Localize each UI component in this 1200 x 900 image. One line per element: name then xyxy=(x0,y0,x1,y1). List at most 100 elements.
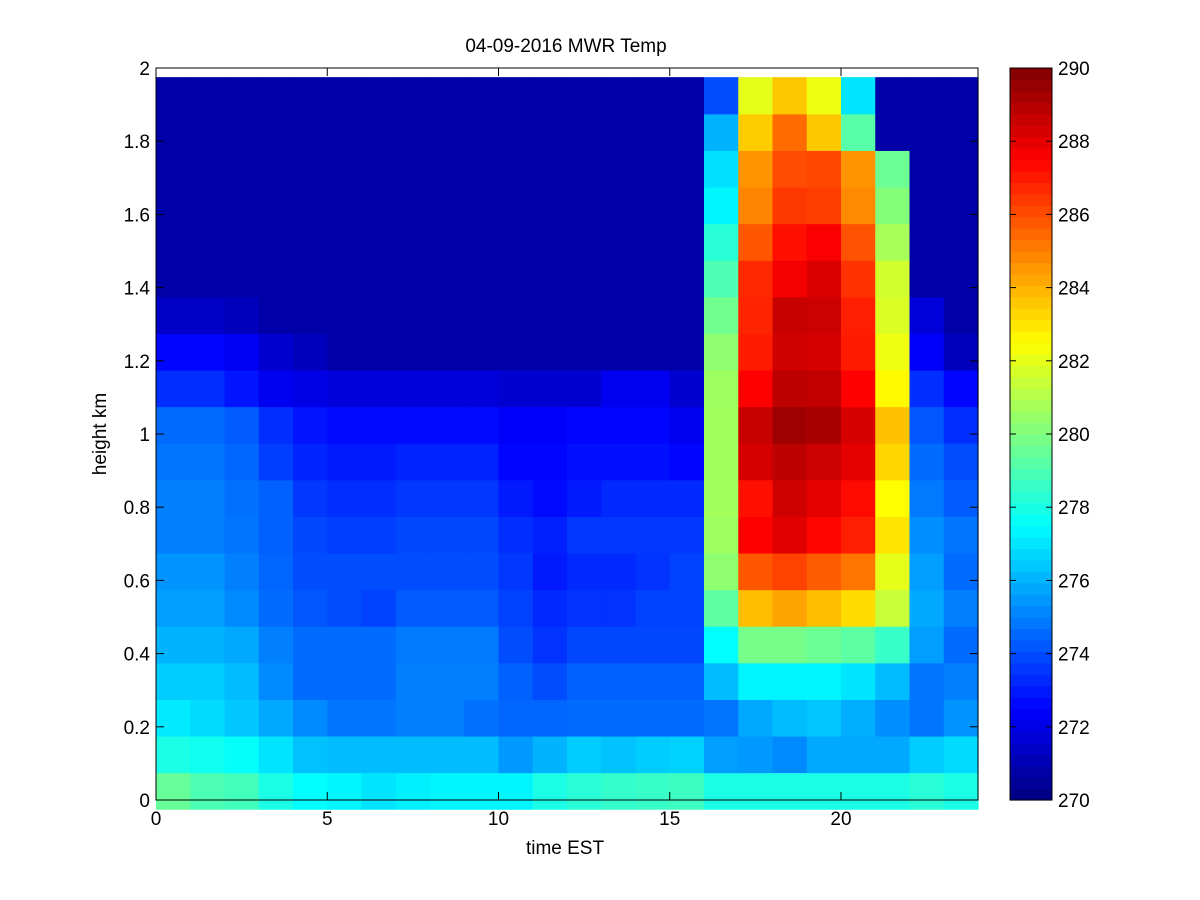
heatmap-cell xyxy=(601,443,637,481)
heatmap-cell xyxy=(430,772,465,810)
heatmap-cell xyxy=(532,113,568,151)
heatmap-cell xyxy=(327,626,363,664)
heatmap-cell xyxy=(190,186,226,225)
heatmap-cell xyxy=(156,662,191,700)
heatmap-cell xyxy=(190,260,226,298)
heatmap-cell xyxy=(601,479,637,517)
heatmap-cell xyxy=(738,150,774,188)
heatmap-cell xyxy=(430,589,465,627)
heatmap-cell xyxy=(875,296,911,334)
heatmap-cell xyxy=(430,369,465,408)
heatmap-cell xyxy=(498,260,534,298)
heatmap-cell xyxy=(601,406,637,444)
colorbar-swatch xyxy=(1010,777,1052,790)
colorbar-swatch xyxy=(1010,697,1052,710)
heatmap-cell xyxy=(395,662,431,700)
heatmap-cell xyxy=(190,296,226,334)
heatmap-cell xyxy=(806,296,842,334)
heatmap-cell xyxy=(190,333,226,371)
heatmap-cell xyxy=(943,296,979,334)
heatmap-cell xyxy=(156,260,191,298)
heatmap-cell xyxy=(875,369,911,408)
heatmap-cell xyxy=(669,626,705,664)
heatmap-cell xyxy=(430,223,465,261)
heatmap-cell xyxy=(567,150,602,188)
heatmap-cell xyxy=(704,406,739,444)
heatmap-cell xyxy=(772,516,808,554)
heatmap-cell xyxy=(704,699,739,737)
colorbar-swatch xyxy=(1010,113,1052,126)
heatmap-cell xyxy=(943,662,979,700)
heatmap-cell xyxy=(601,223,637,261)
heatmap-cell xyxy=(943,77,979,115)
heatmap-cell xyxy=(395,369,431,408)
heatmap-cell xyxy=(224,260,260,298)
colorbar-tick-label: 272 xyxy=(1058,718,1090,739)
y-tick-label: 1.2 xyxy=(124,352,150,373)
heatmap-cell xyxy=(772,150,808,188)
colorbar-swatch xyxy=(1010,548,1052,561)
heatmap-cell xyxy=(841,735,876,774)
colorbar-swatch xyxy=(1010,353,1052,366)
heatmap-cell xyxy=(943,406,979,444)
heatmap-cell xyxy=(258,516,294,554)
heatmap-cell xyxy=(224,223,260,261)
heatmap-cell xyxy=(293,735,328,774)
heatmap-cell xyxy=(875,333,911,371)
heatmap-cell xyxy=(567,333,602,371)
heatmap-cell xyxy=(327,296,363,334)
heatmap-cell xyxy=(327,589,363,627)
heatmap-cell xyxy=(635,113,671,151)
heatmap-cell xyxy=(601,772,637,810)
colorbar-tick-label: 276 xyxy=(1058,571,1090,592)
heatmap-cell xyxy=(395,260,431,298)
heatmap-cell xyxy=(704,443,739,481)
heatmap-cell xyxy=(669,113,705,151)
heatmap-cell xyxy=(601,77,637,115)
heatmap-cell xyxy=(669,77,705,115)
heatmap-cell xyxy=(190,150,226,188)
heatmap-cell xyxy=(772,260,808,298)
heatmap-cell xyxy=(156,333,191,371)
heatmap-cell xyxy=(361,735,397,774)
heatmap-cell xyxy=(909,735,945,774)
heatmap-cell xyxy=(293,699,328,737)
heatmap-cell xyxy=(464,479,500,517)
heatmap-cell xyxy=(293,589,328,627)
y-tick-label: 0.2 xyxy=(124,718,150,739)
colorbar-swatch xyxy=(1010,479,1052,492)
colorbar-swatch xyxy=(1010,514,1052,527)
heatmap-cell xyxy=(669,772,705,810)
heatmap-cell xyxy=(943,735,979,774)
heatmap-cell xyxy=(772,735,808,774)
heatmap-cell xyxy=(567,735,602,774)
heatmap-cell xyxy=(772,186,808,225)
heatmap-cell xyxy=(635,150,671,188)
heatmap-cell xyxy=(258,77,294,115)
heatmap-cell xyxy=(464,735,500,774)
heatmap-cell xyxy=(806,735,842,774)
heatmap-cell xyxy=(293,662,328,700)
heatmap-cell xyxy=(190,772,226,810)
y-tick-label: 0.8 xyxy=(124,498,150,519)
heatmap-cell xyxy=(669,699,705,737)
heatmap-cell xyxy=(567,626,602,664)
heatmap-cell xyxy=(567,552,602,591)
heatmap-cell xyxy=(704,479,739,517)
heatmap-cell xyxy=(498,589,534,627)
heatmap-cell xyxy=(841,296,876,334)
heatmap-cell xyxy=(190,662,226,700)
heatmap-cell xyxy=(567,443,602,481)
heatmap-cell xyxy=(704,369,739,408)
heatmap-cell xyxy=(704,223,739,261)
heatmap-cell xyxy=(601,516,637,554)
colorbar-swatch xyxy=(1010,136,1052,149)
colorbar-swatch xyxy=(1010,273,1052,286)
colorbar-swatch xyxy=(1010,502,1052,515)
colorbar-swatch xyxy=(1010,662,1052,675)
heatmap-cell xyxy=(943,150,979,188)
heatmap-cell xyxy=(772,772,808,810)
heatmap-cell xyxy=(327,735,363,774)
heatmap-cell xyxy=(156,150,191,188)
heatmap-cell xyxy=(224,77,260,115)
